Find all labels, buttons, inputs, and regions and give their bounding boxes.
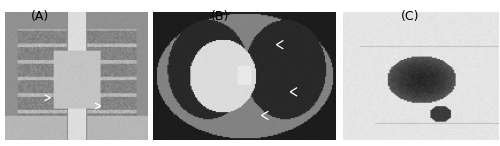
Text: (B): (B) (211, 10, 229, 23)
Text: (C): (C) (401, 10, 419, 23)
Text: (A): (A) (31, 10, 49, 23)
